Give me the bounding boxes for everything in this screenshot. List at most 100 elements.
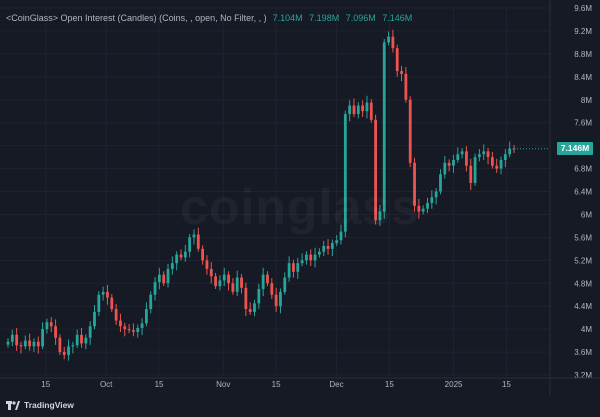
candle-body — [274, 294, 278, 307]
candle — [54, 319, 57, 345]
candle — [503, 149, 507, 168]
candle-body — [222, 274, 226, 281]
candle — [136, 324, 140, 338]
candle-body — [430, 197, 434, 203]
candle — [266, 271, 269, 287]
candle — [62, 346, 66, 360]
legend-close: 7.146M — [382, 13, 413, 23]
candle-body — [41, 329, 44, 347]
tradingview-label: TradingView — [24, 400, 74, 410]
candle-body — [404, 73, 408, 100]
candle-body — [335, 240, 339, 244]
candle-body — [503, 154, 507, 160]
candle-body — [382, 42, 386, 212]
candle — [153, 276, 157, 301]
candle-body — [114, 309, 118, 321]
candle-body — [361, 105, 365, 112]
candle — [270, 278, 274, 300]
candle-body — [417, 205, 421, 212]
candle-body — [408, 99, 412, 163]
candle-body — [6, 341, 10, 345]
candle — [6, 338, 10, 348]
candle — [490, 151, 494, 169]
candle — [32, 338, 36, 353]
candle-body — [235, 277, 239, 292]
candle-body — [378, 211, 382, 221]
candle — [343, 110, 347, 238]
candle-body — [339, 231, 343, 241]
candle — [296, 258, 300, 279]
candle — [179, 249, 183, 261]
y-tick-label: 9.6M — [574, 4, 592, 13]
candle — [300, 253, 304, 267]
candle — [330, 239, 334, 257]
candle — [119, 313, 122, 332]
y-tick-label: 5.2M — [574, 256, 592, 265]
tradingview-logo[interactable]: TradingView — [6, 400, 74, 410]
candle-body — [192, 234, 196, 238]
y-tick-label: 8.4M — [574, 73, 592, 82]
candle-body — [71, 345, 75, 347]
candle-body — [426, 202, 429, 209]
candle — [361, 100, 365, 117]
candle-body — [499, 159, 503, 169]
y-tick-label: 7.6M — [574, 119, 592, 128]
y-tick-label: 4.4M — [574, 302, 592, 311]
candle — [162, 271, 166, 287]
candle — [387, 31, 390, 46]
candle — [114, 303, 118, 325]
candle-body — [196, 234, 200, 249]
candle-body — [58, 337, 62, 353]
candle-body — [218, 280, 222, 287]
candle — [439, 169, 442, 195]
candle-body — [287, 263, 291, 278]
candle-body — [421, 208, 425, 212]
candle — [417, 198, 421, 219]
x-tick-label: 2025 — [445, 380, 463, 389]
candle-body — [28, 340, 32, 347]
candle-body — [157, 274, 161, 283]
candle-body — [253, 303, 256, 312]
candle — [404, 67, 408, 103]
candle — [473, 153, 477, 186]
candle-body — [19, 345, 23, 347]
candle-body — [201, 248, 205, 261]
candle-body — [443, 162, 447, 175]
candle — [391, 29, 395, 53]
candle-body — [495, 165, 499, 169]
chart-legend: <CoinGlass> Open Interest (Candles) (Coi… — [6, 13, 416, 23]
candle-body — [170, 263, 174, 269]
candle — [222, 267, 226, 287]
candle — [149, 291, 153, 314]
candle-body — [179, 254, 183, 258]
candle — [495, 158, 499, 173]
candle — [67, 339, 70, 361]
candle — [84, 334, 88, 350]
candle — [400, 65, 403, 82]
candle — [465, 146, 468, 172]
candle-body — [279, 291, 282, 307]
y-tick-label: 8M — [581, 96, 592, 105]
legend-open: 7.104M — [272, 13, 303, 23]
candle — [36, 336, 40, 354]
candle — [170, 256, 174, 275]
candle-body — [162, 274, 166, 284]
candle-body — [140, 323, 144, 328]
candle — [88, 321, 92, 345]
y-tick-label: 3.2M — [574, 371, 592, 380]
candle — [378, 204, 382, 226]
y-tick-label: 9.2M — [574, 27, 592, 36]
candle — [482, 144, 486, 160]
candle — [279, 288, 282, 314]
candle-body — [183, 251, 187, 258]
candle — [508, 141, 512, 158]
candle — [408, 96, 412, 168]
candle-body — [356, 105, 360, 115]
candle — [469, 158, 473, 191]
candle-body — [313, 254, 317, 261]
candle — [166, 263, 170, 288]
candle — [339, 224, 343, 245]
candle — [196, 227, 200, 252]
candle — [452, 154, 455, 173]
